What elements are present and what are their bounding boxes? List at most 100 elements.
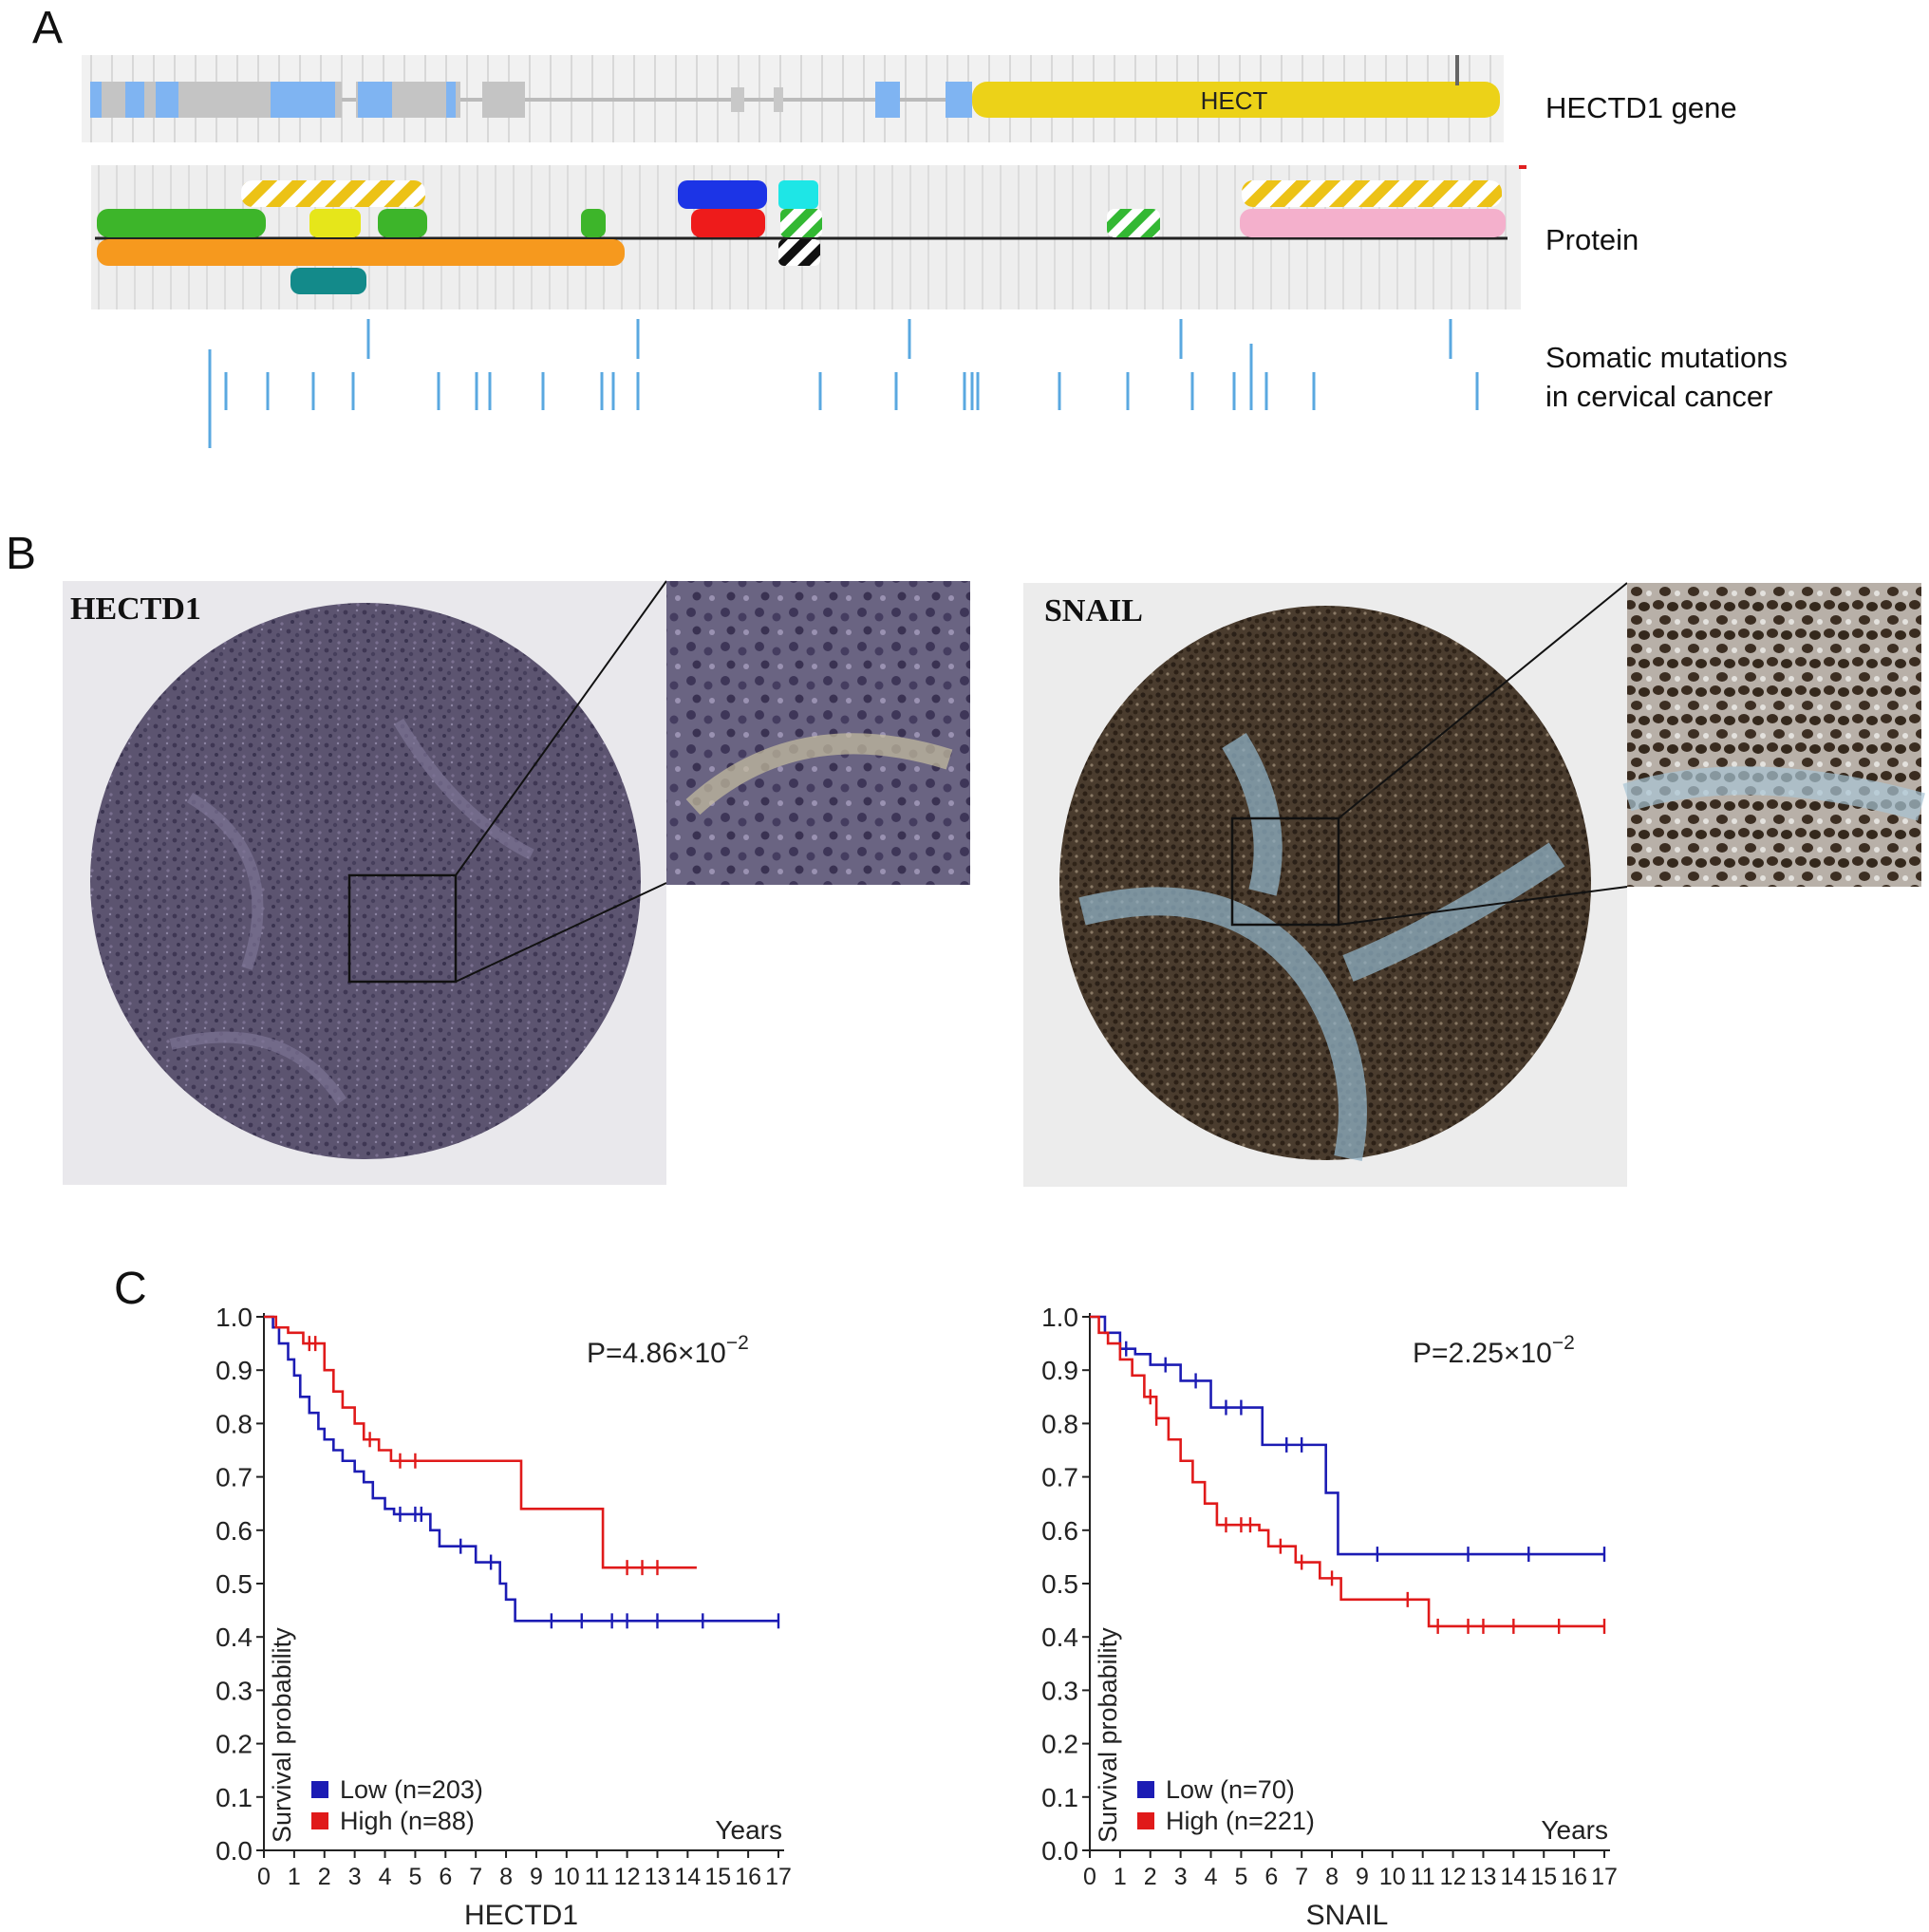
x-tick-label: 11	[585, 1864, 609, 1890]
exon-block	[271, 82, 335, 118]
mutation-track-label: Somatic mutations in cervical cancer	[1545, 338, 1788, 416]
x-tick-label: 10	[1379, 1864, 1406, 1890]
x-tick-label: 0	[1083, 1864, 1096, 1890]
exon-block	[90, 82, 102, 118]
x-axis-label: HECTD1	[464, 1900, 578, 1931]
y-tick-label: 1.0	[215, 1303, 253, 1332]
snail-tissue-core	[1023, 583, 1627, 1187]
p-value: P=2.25×10−2	[1413, 1332, 1575, 1369]
gene-protein-diagram: HECT	[82, 55, 1526, 448]
x-tick-label: 1	[1114, 1864, 1127, 1890]
x-tick-label: 5	[408, 1864, 421, 1890]
x-tick-label: 13	[645, 1864, 671, 1890]
domain-black-striped	[778, 239, 820, 266]
y-tick-label: 0.4	[1041, 1623, 1078, 1652]
legend-label: Low (n=203)	[340, 1775, 483, 1804]
exon-block	[90, 82, 271, 118]
x-tick-label: 2	[1144, 1864, 1157, 1890]
domain-green	[378, 209, 427, 237]
x-tick-label: 8	[1325, 1864, 1339, 1890]
y-tick-label: 0.1	[215, 1783, 253, 1812]
domain-green	[581, 209, 606, 237]
domain-teal	[290, 268, 366, 294]
domain-green	[97, 209, 266, 237]
legend-swatch	[1137, 1812, 1154, 1829]
x-tick-label: 9	[1356, 1864, 1369, 1890]
x-tick-label: 12	[614, 1864, 641, 1890]
exon-block	[875, 82, 900, 118]
panel-a: HECT HECTD1 gene Protei	[0, 0, 1929, 475]
x-tick-label: 4	[379, 1864, 392, 1890]
x-tick-label: 10	[553, 1864, 580, 1890]
y-tick-label: 0.9	[215, 1356, 253, 1385]
km-curve-low	[1090, 1315, 1604, 1556]
gene-track-label: HECTD1 gene	[1545, 91, 1737, 124]
somatic-mutation-track	[208, 319, 1479, 448]
x-tick-label: 7	[469, 1864, 482, 1890]
mutation-label-line1: Somatic mutations	[1545, 341, 1788, 374]
exon-block	[446, 82, 456, 118]
exon-block	[358, 82, 392, 118]
legend-swatch	[1137, 1781, 1154, 1798]
snail-zoom-inset	[1622, 583, 1925, 887]
x-tick-label: 15	[704, 1864, 731, 1890]
domain-cyan	[778, 180, 818, 209]
y-tick-label: 0.6	[215, 1516, 253, 1546]
y-tick-label: 0.9	[1041, 1356, 1078, 1385]
x-tick-label: 14	[1500, 1864, 1526, 1890]
x-tick-label: 5	[1234, 1864, 1247, 1890]
domain-yellow	[309, 209, 361, 237]
protein-track-label: Protein	[1545, 223, 1639, 256]
x-tick-label: 17	[765, 1864, 792, 1890]
y-tick-label: 0.8	[215, 1409, 253, 1438]
x-tick-label: 0	[257, 1864, 271, 1890]
x-tick-label: 15	[1530, 1864, 1557, 1890]
y-tick-label: 0.1	[1041, 1783, 1078, 1812]
x-tick-label: 4	[1205, 1864, 1218, 1890]
domain-orange	[97, 239, 625, 266]
exon-block	[774, 87, 783, 112]
x-tick-label: 16	[1561, 1864, 1587, 1890]
domain-green-striped	[780, 209, 822, 237]
exon-block	[125, 82, 144, 118]
legend-swatch	[311, 1781, 328, 1798]
panel-b: HECTD1 SNAIL	[0, 570, 1929, 1196]
hectd1-zoom-inset	[666, 581, 970, 885]
km-curve-low	[264, 1315, 778, 1623]
legend-label: High (n=88)	[340, 1807, 475, 1835]
exon-block	[731, 87, 744, 112]
y-tick-label: 0.8	[1041, 1409, 1078, 1438]
y-tick-label: 0.0	[215, 1836, 253, 1866]
y-tick-label: 0.7	[1041, 1463, 1078, 1492]
km-curve-high	[264, 1315, 697, 1569]
panel-label-b: B	[6, 529, 37, 579]
x-tick-label: 6	[1264, 1864, 1278, 1890]
ihc-images: HECTD1 SNAIL	[63, 580, 1925, 1187]
gene-track: HECT	[82, 55, 1504, 142]
x-tick-label: 16	[735, 1864, 761, 1890]
x-tick-label: 7	[1295, 1864, 1308, 1890]
snail-image-title: SNAIL	[1044, 593, 1143, 628]
x-unit-label: Years	[1541, 1815, 1608, 1845]
y-axis-label: Survival probability	[1094, 1627, 1122, 1843]
y-tick-label: 0.3	[1041, 1676, 1078, 1705]
y-tick-label: 0.5	[1041, 1569, 1078, 1599]
y-tick-label: 0.4	[215, 1623, 253, 1652]
mutation-label-line2: in cervical cancer	[1545, 380, 1773, 413]
panel-label-c: C	[114, 1264, 147, 1314]
y-tick-label: 0.3	[215, 1676, 253, 1705]
domain-striped	[241, 180, 425, 207]
legend-label: High (n=221)	[1166, 1807, 1315, 1835]
y-tick-label: 0.2	[1041, 1730, 1078, 1759]
p-value: P=4.86×10−2	[587, 1332, 749, 1369]
exon-block	[482, 82, 525, 118]
hectd1-image-title: HECTD1	[70, 591, 201, 627]
x-tick-label: 13	[1470, 1864, 1497, 1890]
y-tick-label: 0.5	[215, 1569, 253, 1599]
x-tick-label: 2	[318, 1864, 331, 1890]
y-tick-label: 1.0	[1041, 1303, 1078, 1332]
hect-domain	[972, 82, 1500, 118]
y-tick-label: 0.6	[1041, 1516, 1078, 1546]
x-tick-label: 3	[1174, 1864, 1188, 1890]
exon-block	[946, 82, 972, 118]
